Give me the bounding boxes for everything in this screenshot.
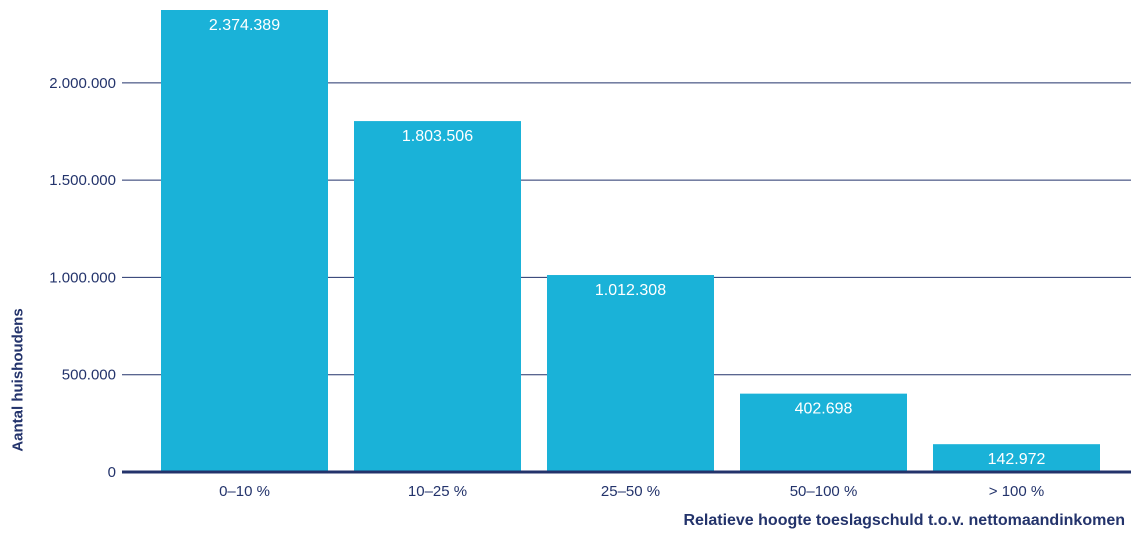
y-tick-label: 2.000.000 [49, 75, 116, 92]
y-tick-label: 0 [108, 464, 116, 481]
y-tick-label: 1.500.000 [49, 172, 116, 189]
bar [740, 393, 907, 472]
x-tick-label: 50–100 % [790, 483, 858, 500]
bar [161, 10, 328, 472]
x-axis-title: Relatieve hoogte toeslagschuld t.o.v. ne… [683, 512, 1125, 529]
x-tick-label: 25–50 % [601, 483, 660, 500]
data-label: 2.374.389 [209, 17, 280, 34]
data-label: 402.698 [795, 401, 853, 418]
data-label: 1.803.506 [402, 128, 473, 145]
bar [547, 275, 714, 472]
bar [354, 121, 521, 472]
y-tick-label: 1.000.000 [49, 269, 116, 286]
x-tick-label: 0–10 % [219, 483, 270, 500]
data-label: 142.972 [988, 451, 1046, 468]
bar [933, 444, 1100, 472]
x-tick-label: 10–25 % [408, 483, 467, 500]
x-tick-label: > 100 % [989, 483, 1044, 500]
y-tick-label: 500.000 [62, 367, 116, 384]
data-label: 1.012.308 [595, 282, 666, 299]
